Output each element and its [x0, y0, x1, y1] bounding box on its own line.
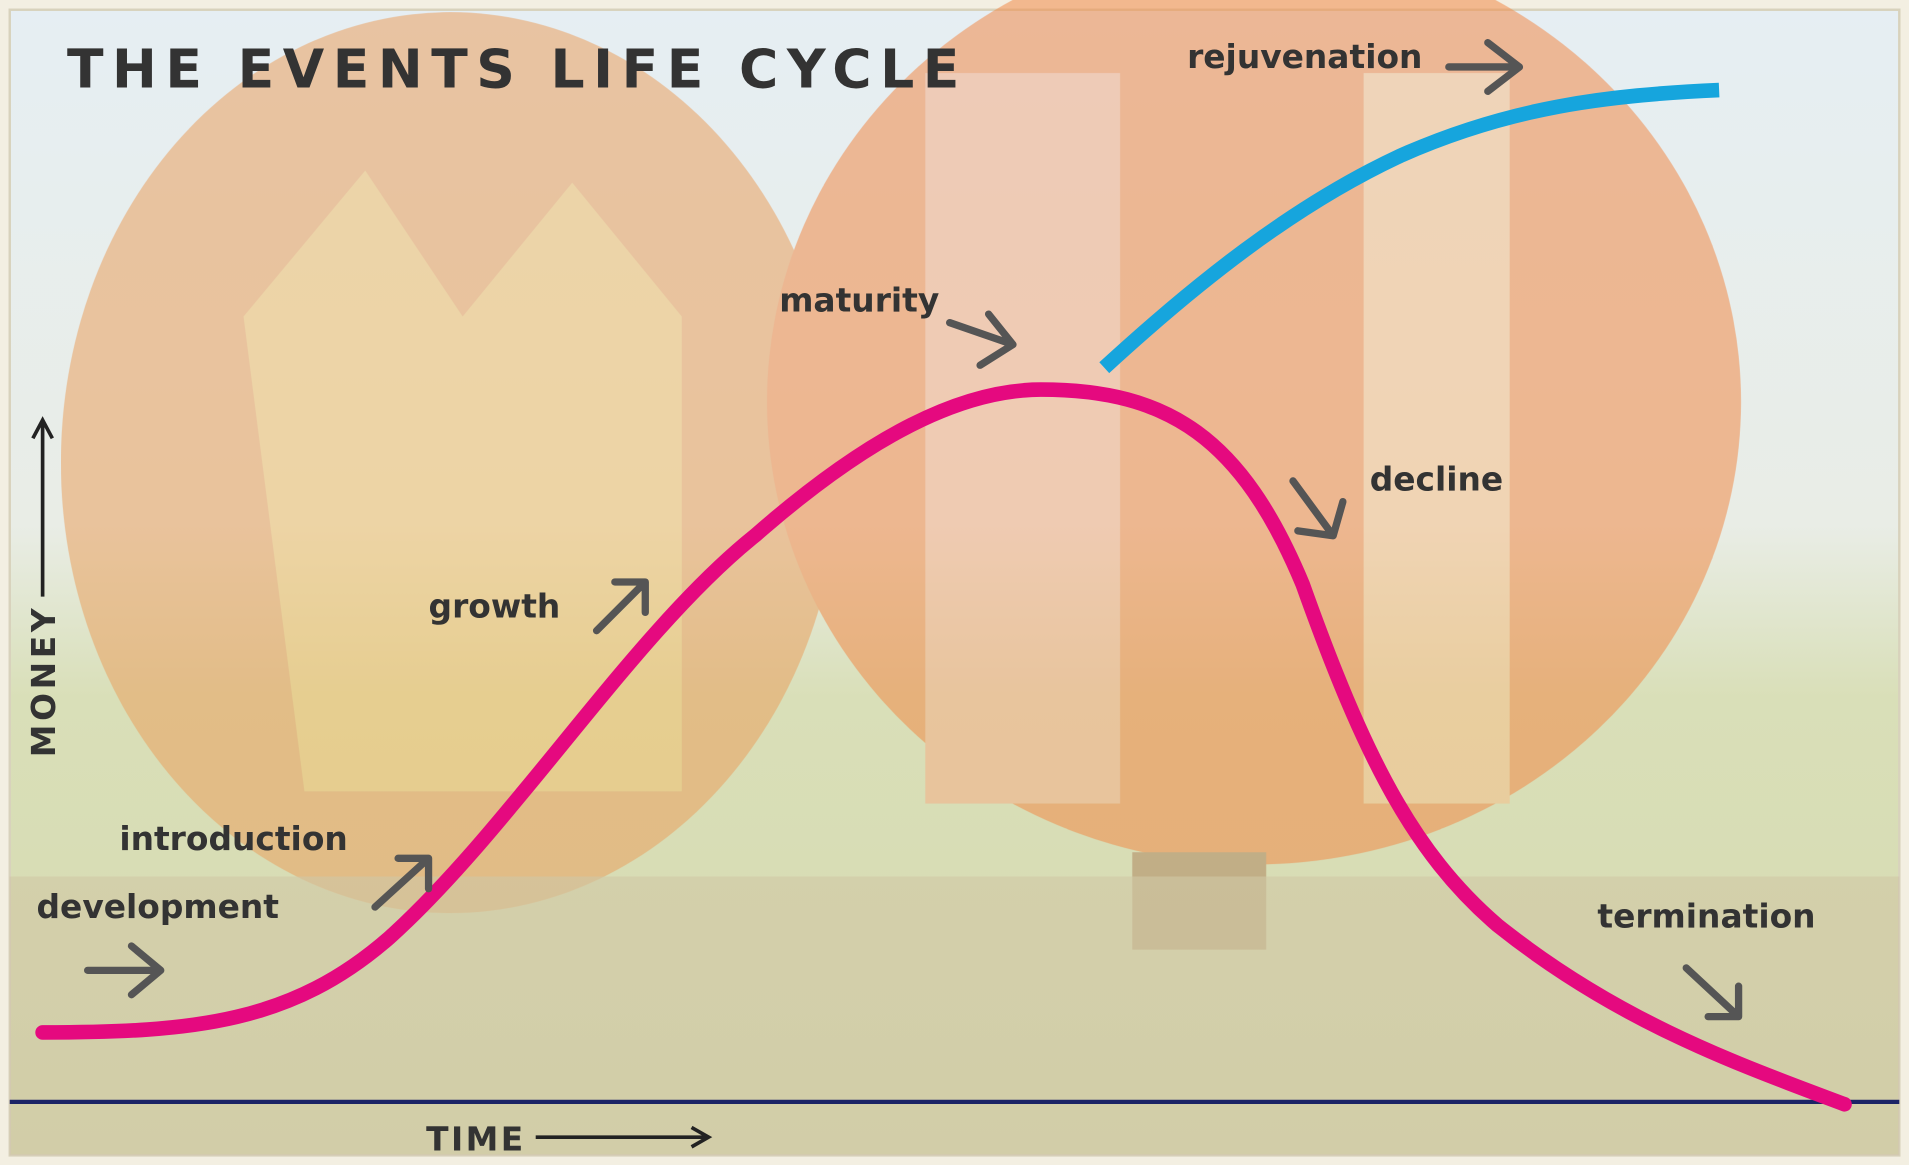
- stage-label: maturity: [779, 281, 939, 320]
- stage-arrow: [1682, 964, 1743, 1021]
- rejuvenation-curve: [1099, 82, 1720, 374]
- stage-arrow: [945, 310, 1017, 369]
- y-axis-label: MONEY: [24, 605, 63, 758]
- life-cycle-curve: [35, 382, 1852, 1112]
- stage-label: termination: [1597, 897, 1815, 936]
- stage-arrow: [592, 578, 649, 635]
- stage-arrow: [371, 854, 433, 911]
- x-axis-label: TIME: [426, 1120, 526, 1159]
- background-photo: [9, 0, 1900, 1156]
- stage-label: introduction: [119, 819, 347, 858]
- stage-arrow: [1289, 477, 1347, 540]
- stage-arrow: [84, 942, 165, 999]
- x-axis-arrow: [535, 1125, 713, 1149]
- stage-label: growth: [429, 586, 561, 625]
- stage-label: rejuvenation: [1187, 37, 1422, 76]
- y-axis-arrow: [31, 416, 54, 597]
- stage-label: development: [37, 887, 280, 926]
- stage-arrow: [1445, 38, 1524, 95]
- title: THE EVENTS LIFE CYCLE: [67, 38, 968, 101]
- stage-label: decline: [1370, 460, 1503, 499]
- diagram-body: THE EVENTS LIFE CYCLE development introd…: [8, 0, 1901, 1159]
